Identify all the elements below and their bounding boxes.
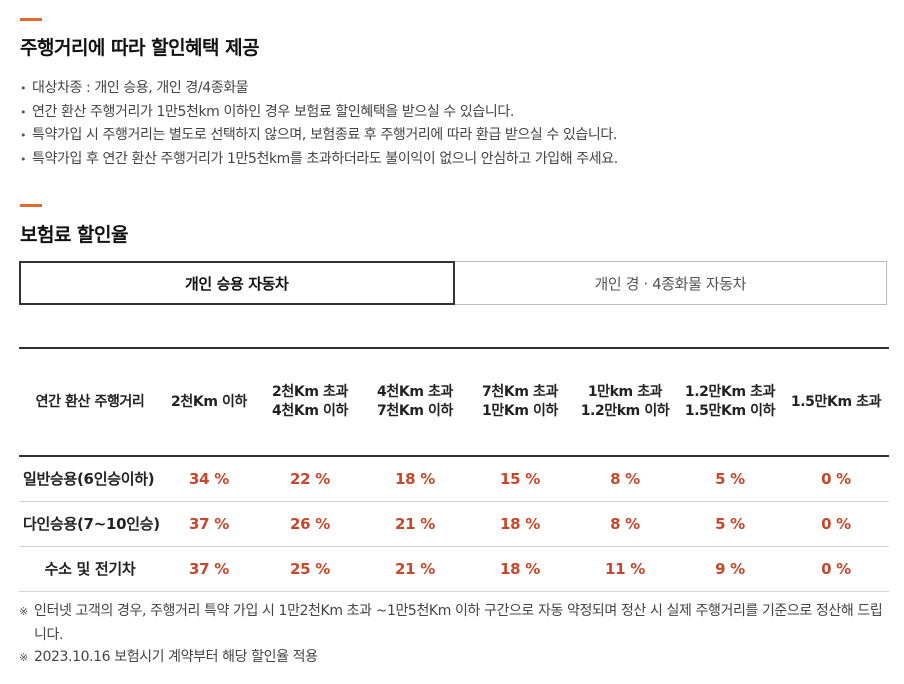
header-range: 7천Km 초과 1만Km 이하 <box>467 348 573 457</box>
tab-passenger-car[interactable]: 개인 승용 자동차 <box>19 261 455 305</box>
reference-mark-icon: ※ <box>19 605 28 618</box>
list-item: 특약가입 시 주행거리는 별도로 선택하지 않으며, 보험종료 후 주행거리에 … <box>20 124 618 148</box>
header-mileage: 연간 환산 주행거리 <box>19 348 161 457</box>
header-range: 1.5만Km 초과 <box>783 348 889 457</box>
rate-cell: 8 % <box>573 456 677 502</box>
list-item: 연간 환산 주행거리가 1만5천km 이하인 경우 보험료 할인혜택을 받으실 … <box>20 101 618 125</box>
rate-cell: 22 % <box>257 456 363 502</box>
rate-cell: 25 % <box>257 546 363 592</box>
header-range: 2천Km 이하 <box>161 348 257 457</box>
note-text: 2023.10.16 보험시기 계약부터 해당 할인율 적용 <box>34 649 318 665</box>
header-label: 1.2만Km 초과 1.5만Km 이하 <box>684 384 776 419</box>
notes: ※ 인터넷 고객의 경우, 주행거리 특약 가입 시 1만2천Km 초과 ~1만5… <box>19 600 889 670</box>
vehicle-type-tabs: 개인 승용 자동차 개인 경 · 4종화물 자동차 <box>19 261 887 305</box>
row-label: 일반승용(6인승이하) <box>19 456 161 502</box>
section-accent-bar <box>20 204 42 207</box>
rate-cell: 18 % <box>467 501 573 547</box>
rate-cell: 0 % <box>783 546 889 592</box>
note-item: ※ 인터넷 고객의 경우, 주행거리 특약 가입 시 1만2천Km 초과 ~1만5… <box>19 600 889 646</box>
header-label: 2천Km 이하 <box>171 393 247 410</box>
rate-cell: 5 % <box>677 456 783 502</box>
rate-cell: 8 % <box>573 501 677 547</box>
header-label: 1만km 초과 1.2만km 이하 <box>580 384 670 419</box>
header-label: 2천Km 초과 4천Km 이하 <box>272 384 348 419</box>
header-label: 7천Km 초과 1만Km 이하 <box>482 384 558 419</box>
rate-cell: 18 % <box>467 546 573 592</box>
discount-info-list: 대상차종 : 개인 승용, 개인 경/4종화물 연간 환산 주행거리가 1만5천… <box>20 77 618 171</box>
rate-cell: 37 % <box>161 501 257 547</box>
reference-mark-icon: ※ <box>19 651 28 664</box>
table-header-row: 연간 환산 주행거리 2천Km 이하 2천Km 초과 4천Km 이하 4천Km … <box>19 348 889 457</box>
rate-cell: 11 % <box>573 546 677 592</box>
rate-cell: 5 % <box>677 501 783 547</box>
table-row: 수소 및 전기차 37 % 25 % 21 % 18 % 11 % 9 % 0 … <box>19 546 889 592</box>
rate-cell: 15 % <box>467 456 573 502</box>
header-range: 1.2만Km 초과 1.5만Km 이하 <box>677 348 783 457</box>
rate-cell: 37 % <box>161 546 257 592</box>
note-text: 인터넷 고객의 경우, 주행거리 특약 가입 시 1만2천Km 초과 ~1만5천… <box>34 603 883 643</box>
header-range: 1만km 초과 1.2만km 이하 <box>573 348 677 457</box>
rate-cell: 9 % <box>677 546 783 592</box>
rate-cell: 26 % <box>257 501 363 547</box>
header-range: 4천Km 초과 7천Km 이하 <box>363 348 467 457</box>
list-item: 대상차종 : 개인 승용, 개인 경/4종화물 <box>20 77 618 101</box>
row-label: 수소 및 전기차 <box>19 546 161 592</box>
row-label: 다인승용(7~10인승) <box>19 501 161 547</box>
section-title-discount-rate: 보험료 할인율 <box>20 224 129 246</box>
rate-cell: 34 % <box>161 456 257 502</box>
table-row: 일반승용(6인승이하) 34 % 22 % 18 % 15 % 8 % 5 % … <box>19 456 889 502</box>
rate-cell: 21 % <box>363 546 467 592</box>
note-item: ※ 2023.10.16 보험시기 계약부터 해당 할인율 적용 <box>19 646 889 670</box>
header-label: 4천Km 초과 7천Km 이하 <box>377 384 453 419</box>
tab-compact-truck[interactable]: 개인 경 · 4종화물 자동차 <box>454 261 887 305</box>
rate-cell: 21 % <box>363 501 467 547</box>
rate-cell: 0 % <box>783 501 889 547</box>
rate-cell: 18 % <box>363 456 467 502</box>
header-range: 2천Km 초과 4천Km 이하 <box>257 348 363 457</box>
section-accent-bar <box>20 18 42 21</box>
table-row: 다인승용(7~10인승) 37 % 26 % 21 % 18 % 8 % 5 %… <box>19 501 889 547</box>
discount-rate-table: 연간 환산 주행거리 2천Km 이하 2천Km 초과 4천Km 이하 4천Km … <box>19 347 889 592</box>
section-title-mileage-discount: 주행거리에 따라 할인혜택 제공 <box>20 37 260 59</box>
rate-cell: 0 % <box>783 456 889 502</box>
list-item: 특약가입 후 연간 환산 주행거리가 1만5천km를 초과하더라도 불이익이 없… <box>20 148 618 172</box>
header-label: 1.5만Km 초과 <box>790 393 882 410</box>
